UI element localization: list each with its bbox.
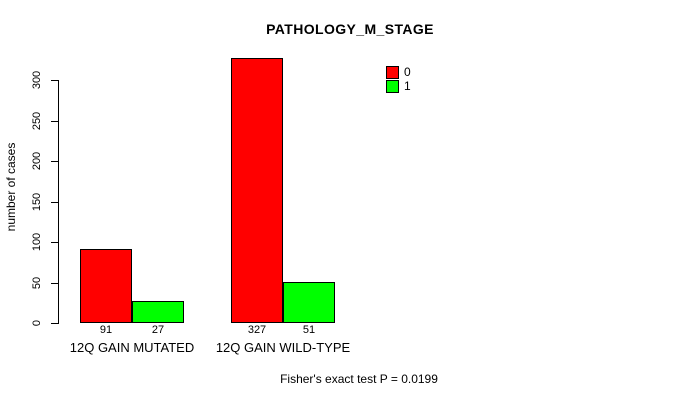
y-tick — [51, 161, 58, 162]
bar-value-label: 27 — [151, 324, 165, 336]
bar-0-12q-gain-wild-type — [231, 58, 283, 323]
bar-1-12q-gain-wild-type — [283, 282, 335, 323]
y-tick — [51, 202, 58, 203]
legend-item-label: 1 — [404, 79, 411, 93]
y-tick — [51, 121, 58, 122]
y-tick-label: 0 — [31, 319, 43, 327]
bar-1-12q-gain-mutated — [132, 301, 184, 323]
legend-item: 0 — [386, 65, 411, 79]
y-tick — [51, 323, 58, 324]
bar-value-label: 51 — [302, 324, 316, 336]
y-tick — [51, 242, 58, 243]
y-tick — [51, 80, 58, 81]
y-tick-label: 150 — [31, 192, 43, 212]
y-tick — [51, 283, 58, 284]
p-value-annotation: Fisher's exact test P = 0.0199 — [280, 372, 438, 386]
y-tick-label: 50 — [31, 276, 43, 290]
category-label: 12Q GAIN WILD-TYPE — [215, 340, 351, 355]
category-label: 12Q GAIN MUTATED — [69, 340, 195, 355]
legend-swatch — [386, 79, 399, 93]
y-axis-label: number of cases — [4, 142, 18, 232]
legend-swatch — [386, 65, 399, 79]
y-tick-label: 200 — [31, 151, 43, 171]
y-axis-line — [58, 80, 59, 324]
y-tick-label: 250 — [31, 111, 43, 131]
bar-value-label: 91 — [99, 324, 113, 336]
y-tick-label: 100 — [31, 232, 43, 252]
chart-title: PATHOLOGY_M_STAGE — [266, 21, 434, 37]
bar-0-12q-gain-mutated — [80, 249, 132, 323]
legend-item: 1 — [386, 79, 411, 93]
y-tick-label: 300 — [31, 70, 43, 90]
legend-item-label: 0 — [404, 65, 411, 79]
bar-value-label: 327 — [247, 324, 267, 336]
